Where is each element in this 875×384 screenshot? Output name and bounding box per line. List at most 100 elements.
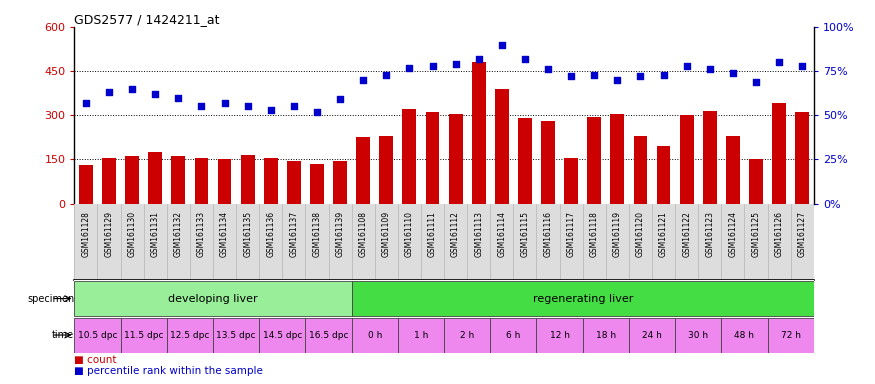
Point [402,65,416,71]
Bar [79,165,93,204]
Bar [611,114,624,204]
Text: GSM161122: GSM161122 [682,211,691,257]
Text: time: time [52,330,74,340]
Text: GSM161136: GSM161136 [266,211,276,257]
Text: GSM161119: GSM161119 [612,211,622,257]
Point [472,56,486,62]
Text: 30 h: 30 h [688,331,708,339]
Text: ■ count: ■ count [74,355,117,365]
Point [172,94,186,101]
Bar [629,318,676,353]
Text: GSM161128: GSM161128 [81,211,90,257]
Text: GSM161114: GSM161114 [497,211,507,257]
Text: regenerating liver: regenerating liver [533,293,633,304]
Bar [425,112,439,204]
Bar [121,318,167,353]
Point [495,41,509,48]
Text: GSM161126: GSM161126 [774,211,784,257]
Bar [259,318,305,353]
Text: GSM161138: GSM161138 [312,211,321,257]
Text: GSM161137: GSM161137 [290,211,298,257]
Point [518,56,532,62]
Point [680,63,694,69]
Text: 0 h: 0 h [368,331,382,339]
Point [148,91,162,97]
Bar [74,318,121,353]
Bar [310,164,324,204]
Text: ■ percentile rank within the sample: ■ percentile rank within the sample [74,366,263,376]
Text: 48 h: 48 h [734,331,754,339]
Bar [102,158,116,204]
Point [125,86,139,92]
Bar [402,109,416,204]
Bar [772,103,786,204]
Point [379,71,393,78]
Bar [656,146,670,204]
Point [772,59,786,65]
Point [356,77,370,83]
Bar [721,318,767,353]
Text: GSM161108: GSM161108 [359,211,368,257]
Point [218,100,232,106]
Bar [380,136,393,204]
Bar [149,152,162,204]
Point [333,96,347,103]
Text: GSM161124: GSM161124 [728,211,738,257]
Bar [213,318,259,353]
Bar [518,118,532,204]
Text: GSM161132: GSM161132 [174,211,183,257]
Point [287,103,301,109]
Bar [583,318,629,353]
Text: 14.5 dpc: 14.5 dpc [262,331,302,339]
Point [656,71,670,78]
Point [749,79,763,85]
Text: GSM161115: GSM161115 [521,211,529,257]
Bar [795,112,809,204]
Text: GSM161116: GSM161116 [543,211,552,257]
Text: GSM161135: GSM161135 [243,211,252,257]
Text: GSM161127: GSM161127 [798,211,807,257]
Text: GSM161131: GSM161131 [150,211,160,257]
Bar [541,121,555,204]
Text: 2 h: 2 h [460,331,474,339]
Text: 11.5 dpc: 11.5 dpc [124,331,164,339]
Bar [564,158,578,204]
Point [194,103,208,109]
Text: GSM161120: GSM161120 [636,211,645,257]
Text: GSM161121: GSM161121 [659,211,668,257]
Bar [356,137,370,204]
Text: 72 h: 72 h [780,331,801,339]
Bar [472,62,486,204]
Point [541,66,555,72]
Bar [495,89,508,204]
Bar [241,155,255,204]
Point [79,100,93,106]
Text: GSM161118: GSM161118 [590,211,598,257]
Bar [490,318,536,353]
Text: 1 h: 1 h [414,331,428,339]
Bar [352,318,398,353]
Text: GSM161134: GSM161134 [220,211,229,257]
Bar [264,158,277,204]
Bar [398,318,444,353]
Bar [333,161,347,204]
Text: GSM161133: GSM161133 [197,211,206,257]
Point [263,107,277,113]
Bar [676,318,721,353]
Bar [194,158,208,204]
Text: GSM161125: GSM161125 [752,211,760,257]
Text: 10.5 dpc: 10.5 dpc [78,331,117,339]
Text: developing liver: developing liver [168,293,258,304]
Text: GSM161110: GSM161110 [405,211,414,257]
Point [587,71,601,78]
Text: GDS2577 / 1424211_at: GDS2577 / 1424211_at [74,13,220,26]
Bar [125,156,139,204]
Point [703,66,717,72]
Point [611,77,625,83]
Bar [536,318,583,353]
Text: 16.5 dpc: 16.5 dpc [309,331,348,339]
Bar [587,117,601,204]
Text: GSM161112: GSM161112 [452,211,460,257]
Text: GSM161139: GSM161139 [336,211,345,257]
Text: specimen: specimen [27,293,74,304]
